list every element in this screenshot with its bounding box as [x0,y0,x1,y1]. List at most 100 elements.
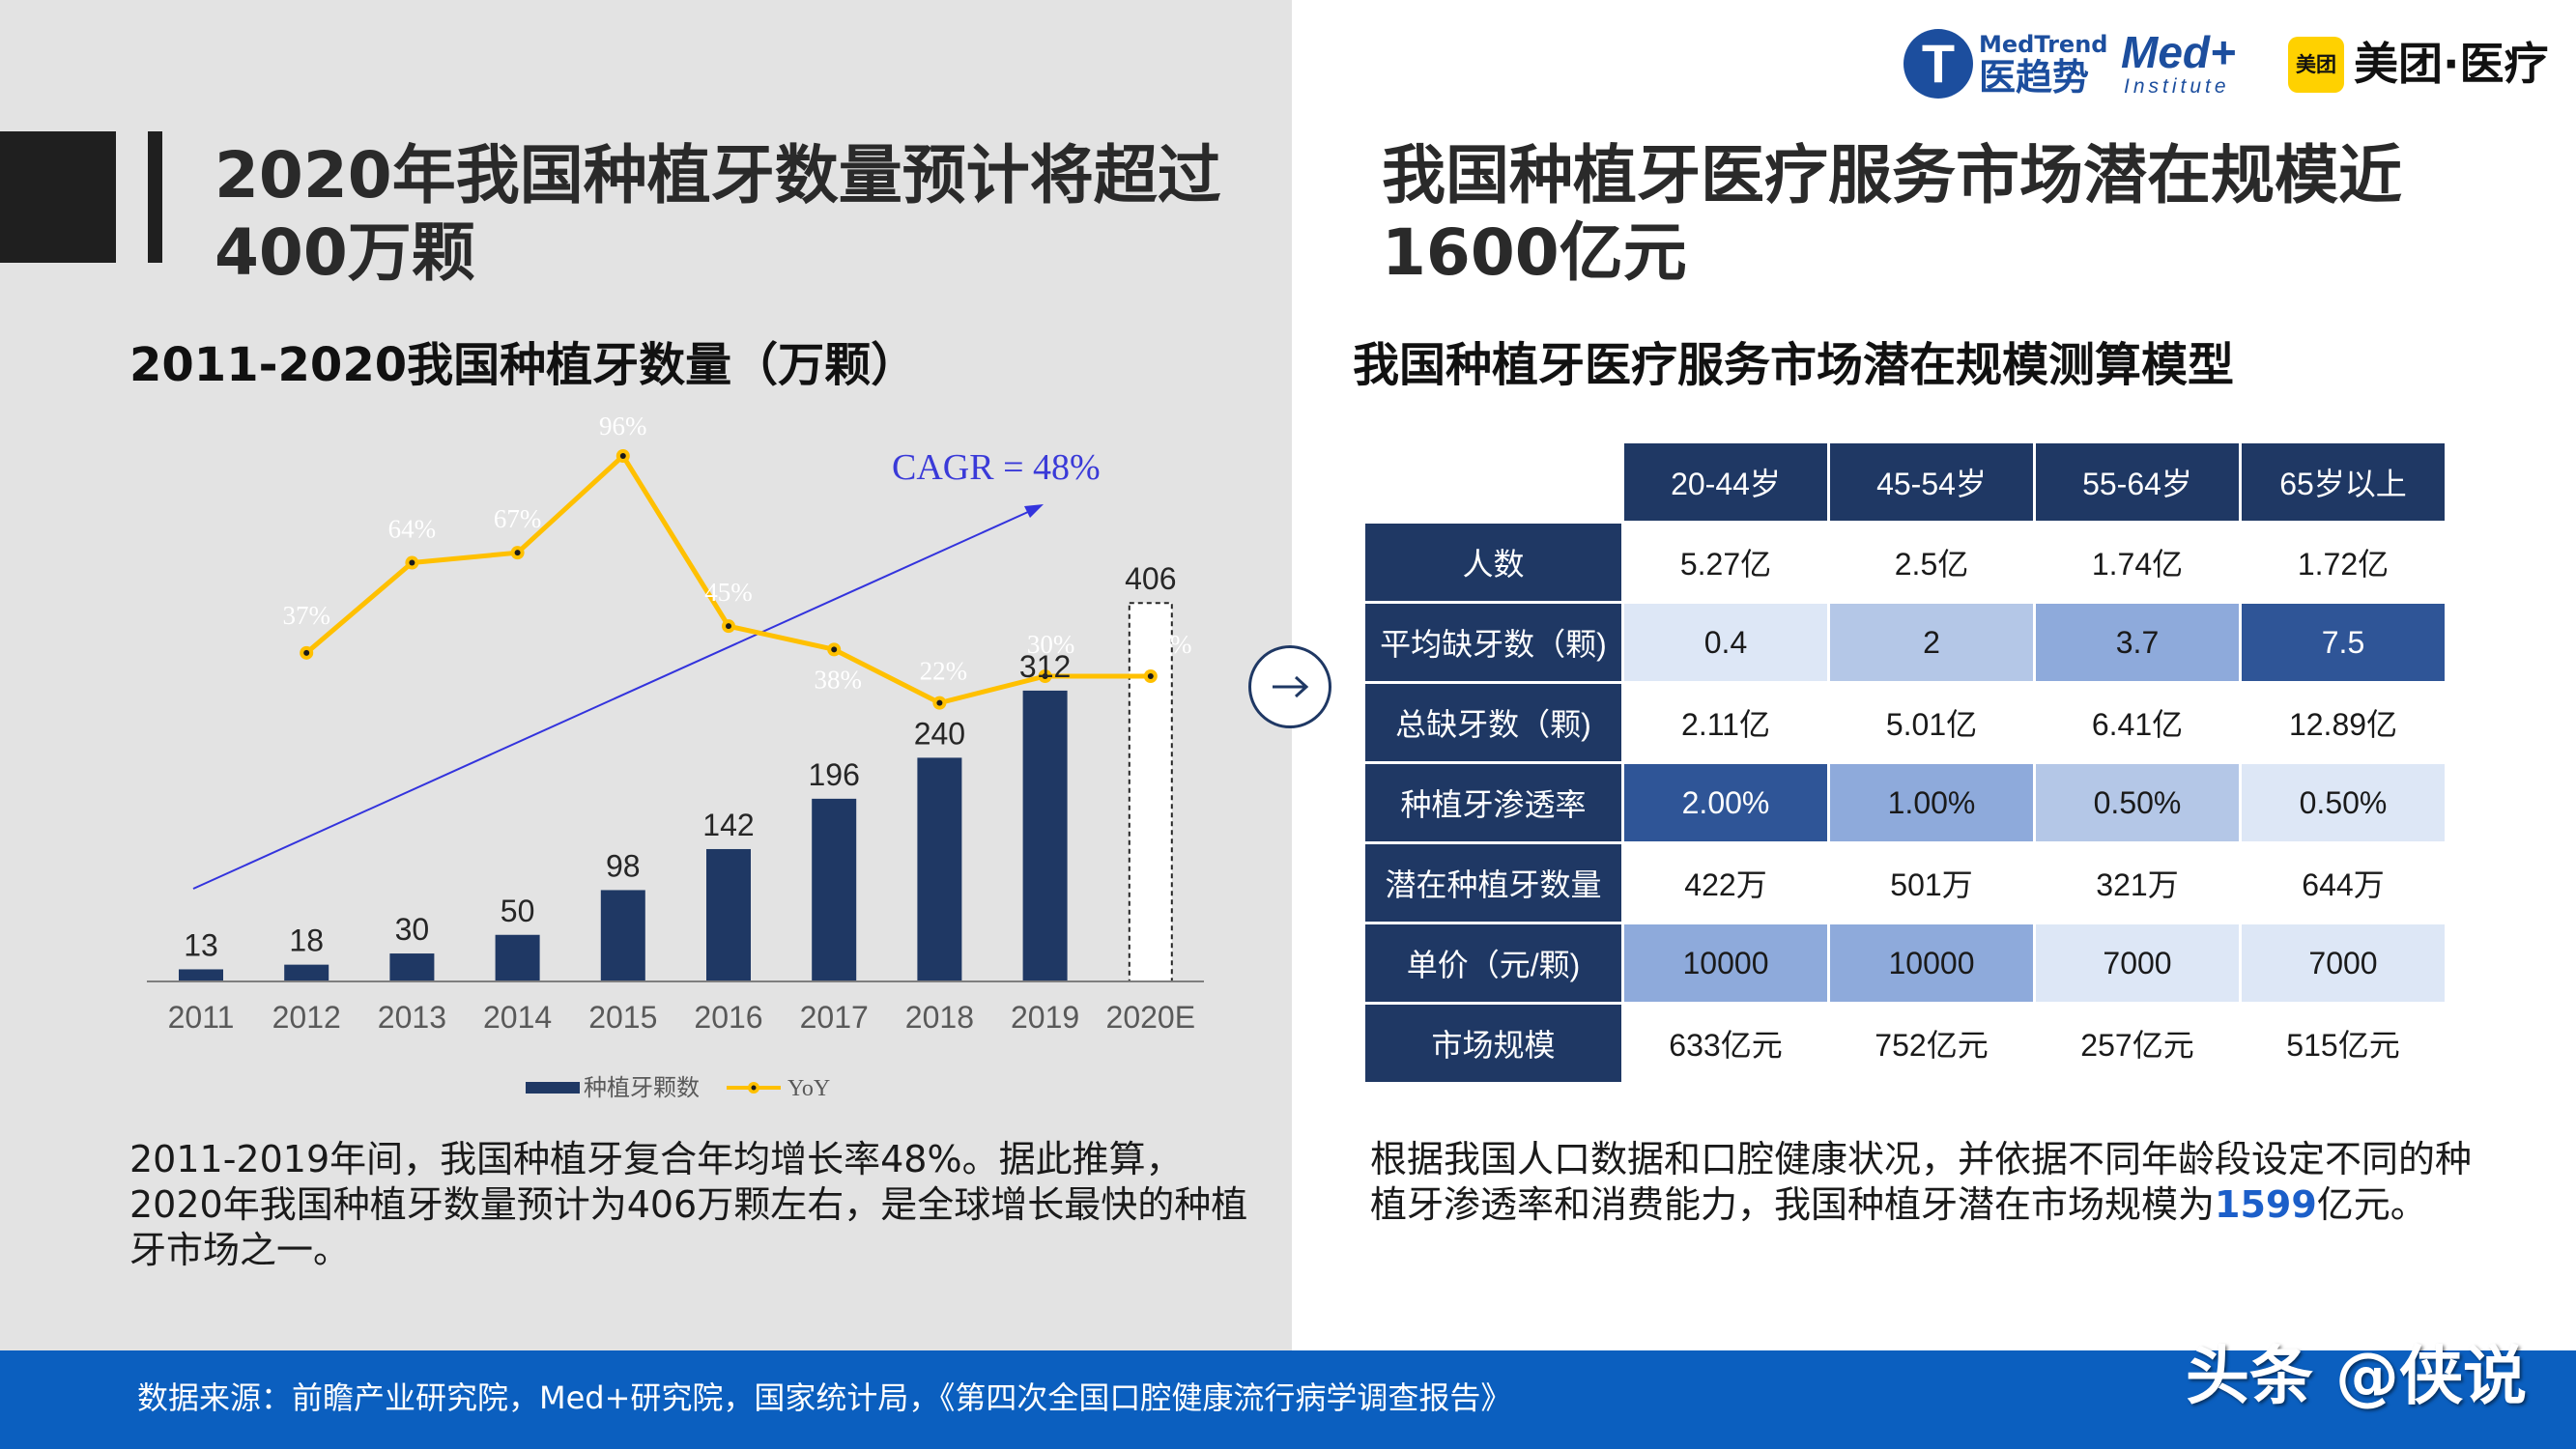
title-decoration-block [0,131,116,263]
chart-bar [389,953,435,981]
chart-bar [706,848,751,981]
table-row-header: 平均缺牙数（颗) [1365,604,1621,681]
right-slide-title: 我国种植牙医疗服务市场潜在规模近 1600亿元 [1382,138,2402,290]
right-description: 根据我国人口数据和口腔健康状况，并依据不同年龄段设定不同的种植牙渗透率和消费能力… [1370,1137,2481,1228]
table-cell: 644万 [2242,844,2445,922]
yoy-point-center [514,550,521,556]
cagr-annotation: CAGR = 48% [892,447,1101,488]
meituan-logo-mark: 美团 [2296,53,2336,76]
chart-bar [179,969,223,981]
table-row-header: 潜在种植牙数量 [1365,844,1621,922]
yoy-value-label: 30% [1144,630,1192,659]
yoy-point-center [1042,673,1048,679]
table-cell: 2.00% [1624,764,1827,841]
market-size-highlight: 1599 [2215,1183,2317,1226]
table-row-header: 市场规模 [1365,1005,1621,1082]
yoy-point-center [619,453,626,459]
table-row: 单价（元/颗) 10000 10000 7000 7000 [1365,924,2445,1002]
x-tick-label: 2011 [168,1000,235,1035]
table-col-header: 55-64岁 [2036,443,2239,521]
table-cell: 3.7 [2036,604,2239,681]
left-slide-title: 2020年我国种植牙数量预计将超过 400万颗 [215,138,1221,290]
yoy-point-center [726,623,731,630]
table-cell: 5.01亿 [1830,684,2033,761]
medtrend-logo-text: MedTrend [1979,31,2108,58]
x-tick-label: 2020E [1106,1000,1196,1035]
table-cell: 10000 [1830,924,2033,1002]
chart-bar [284,964,329,981]
table-cell: 1.00% [1830,764,2033,841]
data-source-note: 数据来源：前瞻产业研究院，Med+研究院，国家统计局，《第四次全国口腔健康流行病… [137,1379,1512,1416]
yoy-value-label: 30% [1027,630,1075,659]
chart-bar [1022,690,1068,981]
table-row-header: 种植牙渗透率 [1365,764,1621,841]
chart-bar-estimate [1128,602,1173,983]
bar-value-label: 18 [289,923,324,958]
x-tick-label: 2017 [800,1000,869,1035]
table-cell: 422万 [1624,844,1827,922]
medplus-logo-subtext: Institute [2124,75,2230,98]
left-description: 2011-2019年间，我国种植牙复合年均增长率48%。据此推算，2020年我国… [129,1138,1248,1271]
x-tick-label: 2014 [483,1000,552,1035]
arrow-right-icon [1273,675,1309,698]
medtrend-logo-mark: T [1921,33,1956,94]
table-row: 总缺牙数（颗) 2.11亿 5.01亿 6.41亿 12.89亿 [1365,684,2445,761]
chart-bar [917,757,962,981]
table-row: 市场规模 633亿元 752亿元 257亿元 515亿元 [1365,1005,2445,1082]
table-row: 潜在种植牙数量 422万 501万 321万 644万 [1365,844,2445,922]
bar-value-label: 98 [606,848,641,883]
yoy-point-center [409,559,415,566]
bar-value-label: 406 [1125,561,1176,596]
table-cell: 7000 [2242,924,2445,1002]
table-cell: 752亿元 [1830,1005,2033,1082]
x-tick-label: 2013 [378,1000,446,1035]
chart-subtitle: 2011-2020我国种植牙数量（万颗） [129,338,918,392]
x-tick-label: 2015 [588,1000,657,1035]
medtrend-logo-cn: 医趋势 [1979,56,2090,99]
legend-line-marker-center [751,1085,757,1091]
yoy-value-label: 45% [704,578,753,607]
implant-count-chart: CAGR = 48% 13 2011 18 2012 30 2013 50 2014 98 2015… [147,412,1204,1101]
footer-bar [0,1350,2576,1449]
yoy-point-center [1147,673,1154,679]
table-cell: 321万 [2036,844,2239,922]
table-cell: 1.72亿 [2242,524,2445,601]
table-cell: 501万 [1830,844,2033,922]
table-cell: 7000 [2036,924,2239,1002]
table-row-header: 单价（元/颗) [1365,924,1621,1002]
next-arrow-icon [1248,645,1331,728]
table-cell: 0.50% [2036,764,2239,841]
legend-line-label: YoY [787,1076,830,1101]
meituan-medical-logo: 美团·医疗 [2354,38,2549,90]
table-row: 人数 5.27亿 2.5亿 1.74亿 1.72亿 [1365,524,2445,601]
table-header-row: 20-44岁 45-54岁 55-64岁 65岁以上 [1365,443,2445,521]
meituan-logo-icon: 美团 [2288,37,2344,93]
table-row-header: 总缺牙数（颗) [1365,684,1621,761]
logo-strip: T MedTrend 医趋势 Med+ Institute 美团 美团·医疗 [1903,27,2561,104]
table-row: 种植牙渗透率 2.00% 1.00% 0.50% 0.50% [1365,764,2445,841]
right-description-text: 根据我国人口数据和口腔健康状况，并依据不同年龄段设定不同的种植牙渗透率和消费能力… [1370,1138,2473,1226]
table-cell: 2.11亿 [1624,684,1827,761]
yoy-value-label: 67% [494,504,542,533]
table-row-header: 人数 [1365,524,1621,601]
table-cell: 6.41亿 [2036,684,2239,761]
table-col-header: 20-44岁 [1624,443,1827,521]
legend-bar-swatch [526,1082,580,1094]
chart-bar [495,934,540,981]
table-col-header: 45-54岁 [1830,443,2033,521]
table-cell: 515亿元 [2242,1005,2445,1082]
x-tick-label: 2019 [1011,1000,1079,1035]
bar-value-label: 142 [702,808,754,842]
table-cell: 0.4 [1624,604,1827,681]
table-corner [1365,443,1621,521]
legend-bar-label: 种植牙颗数 [584,1075,700,1101]
table-cell: 633亿元 [1624,1005,1827,1082]
bar-value-label: 196 [809,757,860,792]
cagr-arrowhead-icon [1024,504,1044,518]
x-tick-label: 2016 [694,1000,762,1035]
watermark: 头条 @侠说 [2186,1339,2527,1413]
market-model-table: 20-44岁 45-54岁 55-64岁 65岁以上 人数 5.27亿 2.5亿 1.74亿… [1362,440,2447,1085]
right-description-suffix: 亿元。 [2316,1183,2427,1226]
bar-value-label: 50 [501,894,535,928]
table-cell: 12.89亿 [2242,684,2445,761]
